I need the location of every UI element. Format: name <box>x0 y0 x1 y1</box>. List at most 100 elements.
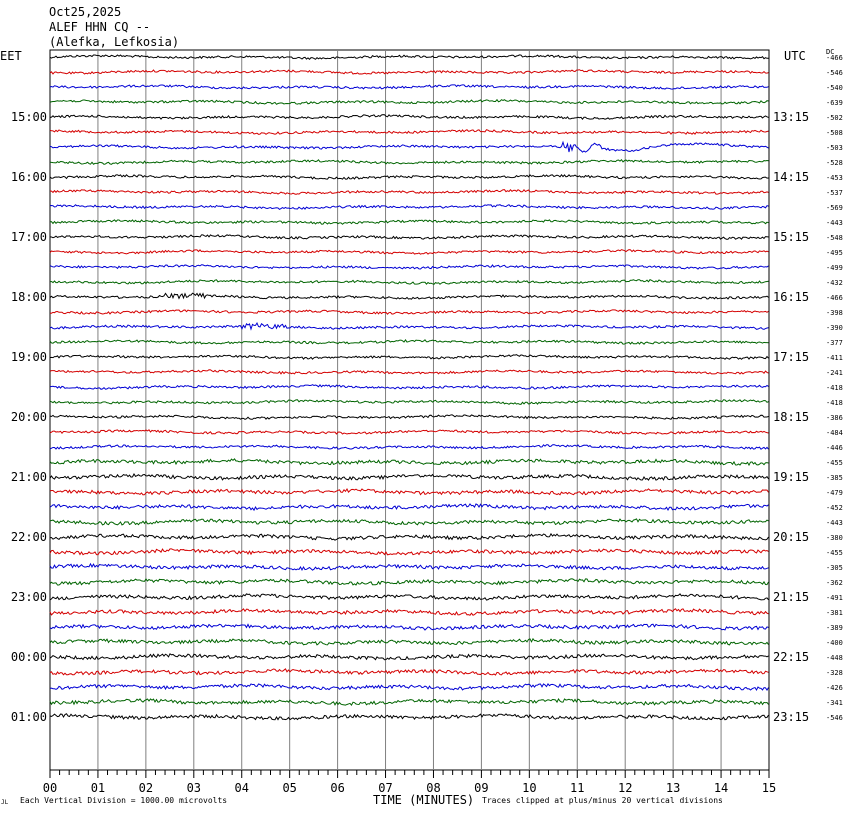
scale-note: Each Vertical Division = 1000.00 microvo… <box>20 796 228 805</box>
dc-offset-label: -390 <box>826 324 843 332</box>
left-time-label: 19:00 <box>11 350 47 364</box>
seismic-trace <box>49 354 769 360</box>
seismic-trace <box>49 339 769 345</box>
x-tick-label: 07 <box>378 781 392 795</box>
seismic-trace <box>49 159 769 165</box>
dc-offset-label: -466 <box>826 54 843 62</box>
dc-offset-label: -479 <box>826 489 843 497</box>
seismic-trace <box>49 683 769 692</box>
seismic-trace <box>49 369 769 375</box>
seismic-trace <box>49 444 769 450</box>
dc-offset-label: -528 <box>826 159 843 167</box>
left-time-label: 01:00 <box>11 710 47 724</box>
seismic-trace <box>49 608 769 616</box>
dc-offset-label: -305 <box>826 564 843 572</box>
seismic-trace <box>49 429 769 435</box>
seismic-trace <box>49 637 769 646</box>
right-time-label: 19:15 <box>773 470 809 484</box>
x-tick-label: 02 <box>139 781 153 795</box>
x-tick-label: 09 <box>474 781 488 795</box>
dc-offset-label: -400 <box>826 639 843 647</box>
seismic-trace <box>49 472 769 481</box>
dc-offset-label: -341 <box>826 699 843 707</box>
axis-labels: 00 01 02 03 04 05 06 07 08 09 10 11 12 13 14 15 -466 -546… <box>11 54 843 795</box>
dc-offset-label: -537 <box>826 189 843 197</box>
left-timezone-label: EET <box>0 49 22 63</box>
right-time-label: 15:15 <box>773 230 809 244</box>
seismic-trace <box>49 653 769 661</box>
station-code: ALEF HHN CQ -- <box>49 20 151 34</box>
x-tick-label: 11 <box>570 781 584 795</box>
left-time-label: 18:00 <box>11 290 47 304</box>
dc-offset-label: -443 <box>826 219 843 227</box>
x-tick-label: 01 <box>91 781 105 795</box>
right-time-label: 16:15 <box>773 290 809 304</box>
x-tick-label: 08 <box>426 781 440 795</box>
left-time-label: 17:00 <box>11 230 47 244</box>
seismic-trace <box>49 414 769 420</box>
right-time-label: 14:15 <box>773 170 809 184</box>
right-time-label: 17:15 <box>773 350 809 364</box>
dc-offset-label: -546 <box>826 69 843 77</box>
x-tick-label: 06 <box>330 781 344 795</box>
right-time-label: 22:15 <box>773 650 809 664</box>
clip-note: Traces clipped at plus/minus 20 vertical… <box>482 796 723 805</box>
x-axis-title: TIME (MINUTES) <box>373 793 475 807</box>
left-time-label: 22:00 <box>11 530 47 544</box>
dc-offset-label: -508 <box>826 129 843 137</box>
seismic-trace <box>49 204 769 210</box>
seismic-trace <box>49 279 769 285</box>
x-tick-label: 04 <box>235 781 249 795</box>
left-time-label: 23:00 <box>11 590 47 604</box>
trace-layer <box>49 54 769 721</box>
dc-offset-title: DC <box>826 48 835 56</box>
dc-offset-label: -502 <box>826 114 843 122</box>
dc-offset-label: -546 <box>826 714 843 722</box>
dc-offset-label: -569 <box>826 204 843 212</box>
seismic-trace <box>49 548 769 556</box>
seismic-trace <box>49 249 769 255</box>
dc-offset-label: -453 <box>826 174 843 182</box>
x-tick-label: 15 <box>762 781 776 795</box>
corner-mark: JL <box>1 799 9 806</box>
seismic-trace <box>49 383 769 390</box>
left-time-label: 20:00 <box>11 410 47 424</box>
dc-offset-label: -452 <box>826 504 843 512</box>
seismic-trace <box>49 578 769 586</box>
left-time-label: 16:00 <box>11 170 47 184</box>
seismic-trace <box>49 458 769 467</box>
seismic-trace <box>49 114 769 121</box>
dc-offset-label: -639 <box>826 99 843 107</box>
x-tick-label: 03 <box>187 781 201 795</box>
dc-offset-label: -446 <box>826 444 843 452</box>
dc-offset-label: -411 <box>826 354 843 362</box>
dc-offset-label: -380 <box>826 534 843 542</box>
seismic-trace <box>49 129 769 135</box>
dc-offset-label: -448 <box>826 654 843 662</box>
dc-offset-label: -499 <box>826 264 843 272</box>
seismic-trace <box>49 399 769 405</box>
dc-offset-label: -455 <box>826 549 843 557</box>
plot-frame <box>49 49 770 771</box>
dc-offset-label: -418 <box>826 399 843 407</box>
seismic-trace <box>49 188 769 195</box>
right-time-label: 13:15 <box>773 110 809 124</box>
seismic-trace <box>49 69 769 75</box>
right-timezone-label: UTC <box>784 49 806 63</box>
dc-offset-label: -495 <box>826 249 843 257</box>
x-tick-label: 05 <box>282 781 296 795</box>
left-time-label: 21:00 <box>11 470 47 484</box>
seismic-trace <box>49 713 769 721</box>
seismic-trace <box>49 518 769 526</box>
x-tick-label: 14 <box>714 781 728 795</box>
dc-offset-label: -398 <box>826 309 843 317</box>
seismic-trace <box>49 174 769 180</box>
dc-offset-label: -386 <box>826 414 843 422</box>
seismic-trace <box>49 322 769 331</box>
seismic-trace <box>49 98 769 105</box>
station-location: (Alefka, Lefkosia) <box>49 35 180 49</box>
seismic-trace <box>49 140 769 153</box>
dc-offset-label: -385 <box>826 474 843 482</box>
dc-offset-label: -377 <box>826 339 843 347</box>
x-tick-label: 10 <box>522 781 536 795</box>
